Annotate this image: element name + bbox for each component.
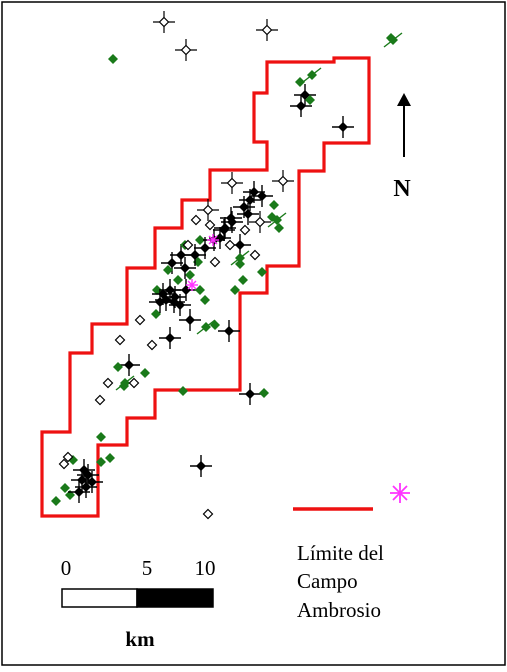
green-well-icon bbox=[163, 265, 173, 275]
green-well-icon bbox=[151, 309, 161, 319]
north-label: N bbox=[393, 176, 411, 202]
green-well-icon bbox=[230, 285, 240, 295]
green-well-icon bbox=[257, 267, 267, 277]
scale-tick-0: 0 bbox=[61, 556, 72, 580]
oil-well-icon bbox=[251, 185, 273, 207]
green-well-icon bbox=[185, 270, 195, 280]
magenta-star-icon bbox=[207, 234, 219, 246]
deviated-well-icon bbox=[230, 250, 250, 266]
green-well-icon bbox=[178, 386, 188, 396]
dry-well-icon bbox=[249, 211, 271, 233]
oil-well-icon bbox=[221, 211, 243, 233]
hollow-well-icon bbox=[58, 458, 70, 470]
magenta-star-icon bbox=[186, 279, 198, 291]
oil-well-icon bbox=[68, 481, 90, 503]
hollow-well-icon bbox=[239, 224, 251, 236]
green-well-icon bbox=[96, 432, 106, 442]
green-well-icon bbox=[195, 285, 205, 295]
north-arrow: N bbox=[393, 93, 411, 202]
hollow-well-icon bbox=[102, 377, 114, 389]
green-well-icon bbox=[305, 95, 315, 105]
legend-label-line-3: Ambrosio bbox=[297, 598, 381, 622]
dry-well-icon bbox=[221, 172, 243, 194]
hollow-well-icon bbox=[202, 508, 214, 520]
dry-well-icon bbox=[153, 11, 175, 33]
oil-well-icon bbox=[332, 116, 354, 138]
legend-label-line-1: Límite del bbox=[297, 541, 384, 565]
legend: Límite del Campo Ambrosio bbox=[293, 483, 410, 622]
scale-tick-10: 10 bbox=[195, 556, 216, 580]
dry-well-icon bbox=[272, 170, 294, 192]
green-well-icon bbox=[195, 235, 205, 245]
scale-unit: km bbox=[125, 627, 155, 651]
green-well-icon bbox=[113, 362, 123, 372]
hollow-well-icon bbox=[134, 314, 146, 326]
oil-well-icon bbox=[159, 327, 181, 349]
green-well-icon bbox=[51, 496, 61, 506]
scale-tick-5: 5 bbox=[142, 556, 153, 580]
deviated-well-icon bbox=[267, 212, 287, 228]
field-boundary bbox=[40, 56, 371, 518]
green-well-icon bbox=[140, 368, 150, 378]
green-well-icon bbox=[105, 453, 115, 463]
oil-well-icon bbox=[190, 455, 212, 477]
green-well-icon bbox=[235, 259, 245, 269]
green-well-icon bbox=[173, 275, 183, 285]
north-arrow-head bbox=[397, 93, 411, 106]
hollow-well-icon bbox=[128, 377, 140, 389]
oil-well-icon bbox=[118, 354, 140, 376]
hollow-well-icon bbox=[182, 239, 194, 251]
oil-well-icon bbox=[81, 471, 103, 493]
oil-well-icon bbox=[174, 257, 196, 279]
oil-well-icon bbox=[290, 95, 312, 117]
green-well-icon bbox=[295, 77, 305, 87]
hollow-well-icon bbox=[249, 249, 261, 261]
hollow-well-icon bbox=[94, 394, 106, 406]
deviated-well-icon bbox=[302, 67, 322, 83]
oil-well-icon bbox=[239, 383, 261, 405]
oil-well-icon bbox=[179, 309, 201, 331]
green-well-icon bbox=[238, 275, 248, 285]
green-well-icon bbox=[269, 200, 279, 210]
scale-segment-black bbox=[136, 588, 214, 608]
deviated-well-icon bbox=[383, 32, 403, 48]
hollow-well-icon bbox=[209, 256, 221, 268]
hollow-well-icon bbox=[114, 334, 126, 346]
scale-segment-white bbox=[61, 588, 138, 608]
green-well-icon bbox=[259, 388, 269, 398]
green-well-icon bbox=[96, 457, 106, 467]
oil-well-icon bbox=[237, 203, 259, 225]
scale-bar: 0 5 10 km bbox=[61, 556, 216, 651]
oil-well-icon bbox=[218, 320, 240, 342]
legend-label-line-2: Campo bbox=[297, 569, 358, 593]
dry-well-icon bbox=[197, 199, 219, 221]
oil-well-icon bbox=[75, 476, 97, 498]
oil-well-icon bbox=[294, 84, 316, 106]
hollow-well-icon bbox=[190, 214, 202, 226]
deviated-well-icon bbox=[115, 375, 135, 391]
green-well-icon bbox=[274, 223, 284, 233]
dry-well-icon bbox=[256, 19, 278, 41]
hollow-well-icon bbox=[146, 339, 158, 351]
green-well-icon bbox=[108, 54, 118, 64]
wells-layer bbox=[51, 11, 403, 520]
magenta-star-icon bbox=[390, 483, 410, 503]
green-well-icon bbox=[60, 483, 70, 493]
hollow-well-icon bbox=[224, 239, 236, 251]
deviated-well-icon bbox=[196, 319, 216, 335]
oil-well-icon bbox=[73, 459, 95, 481]
hollow-well-icon bbox=[204, 219, 216, 231]
oil-well-icon bbox=[169, 294, 191, 316]
dry-well-icon bbox=[175, 39, 197, 61]
green-well-icon bbox=[200, 295, 210, 305]
hollow-well-icon bbox=[62, 451, 74, 463]
